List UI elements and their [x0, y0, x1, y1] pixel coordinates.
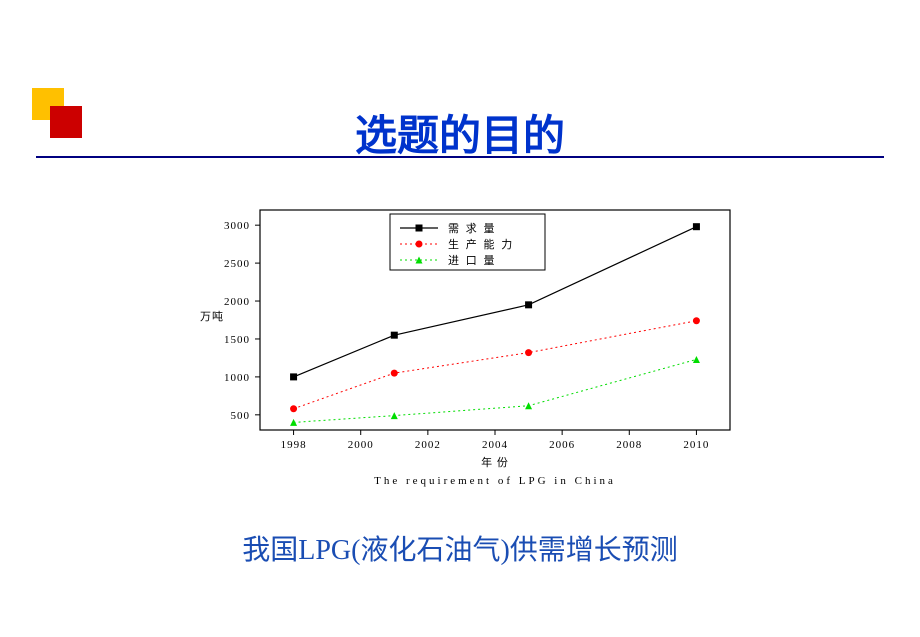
- svg-text:2000: 2000: [348, 439, 374, 451]
- svg-text:2000: 2000: [224, 296, 250, 308]
- svg-text:生 产 能 力: 生 产 能 力: [448, 237, 514, 251]
- svg-text:2500: 2500: [224, 258, 250, 270]
- svg-text:2004: 2004: [482, 439, 508, 451]
- svg-text:500: 500: [231, 410, 251, 422]
- title-underline: [36, 156, 884, 158]
- svg-text:2006: 2006: [549, 439, 575, 451]
- lpg-forecast-chart: 500 1000 1500 2000 2500 3000 1998 2000 2002 2004 2…: [190, 196, 750, 496]
- svg-text:1500: 1500: [224, 334, 250, 346]
- svg-text:The requirement of LPG in Chin: The requirement of LPG in China: [374, 475, 616, 487]
- svg-text:年 份: 年 份: [481, 455, 509, 469]
- page-title: 选题的目的: [0, 102, 920, 163]
- chart-caption: 我国LPG(液化石油气)供需增长预测: [0, 528, 920, 568]
- svg-text:2010: 2010: [683, 439, 709, 451]
- svg-text:3000: 3000: [224, 220, 250, 232]
- svg-text:进 口 量: 进 口 量: [448, 254, 497, 267]
- svg-text:需 求 量: 需 求 量: [448, 222, 497, 235]
- svg-text:2008: 2008: [616, 439, 642, 451]
- svg-text:1000: 1000: [224, 372, 250, 384]
- chart-svg: 500 1000 1500 2000 2500 3000 1998 2000 2002 2004 2…: [190, 196, 750, 496]
- svg-text:1998: 1998: [281, 439, 307, 451]
- svg-text:2002: 2002: [415, 439, 441, 451]
- svg-text:万吨: 万吨: [200, 310, 224, 323]
